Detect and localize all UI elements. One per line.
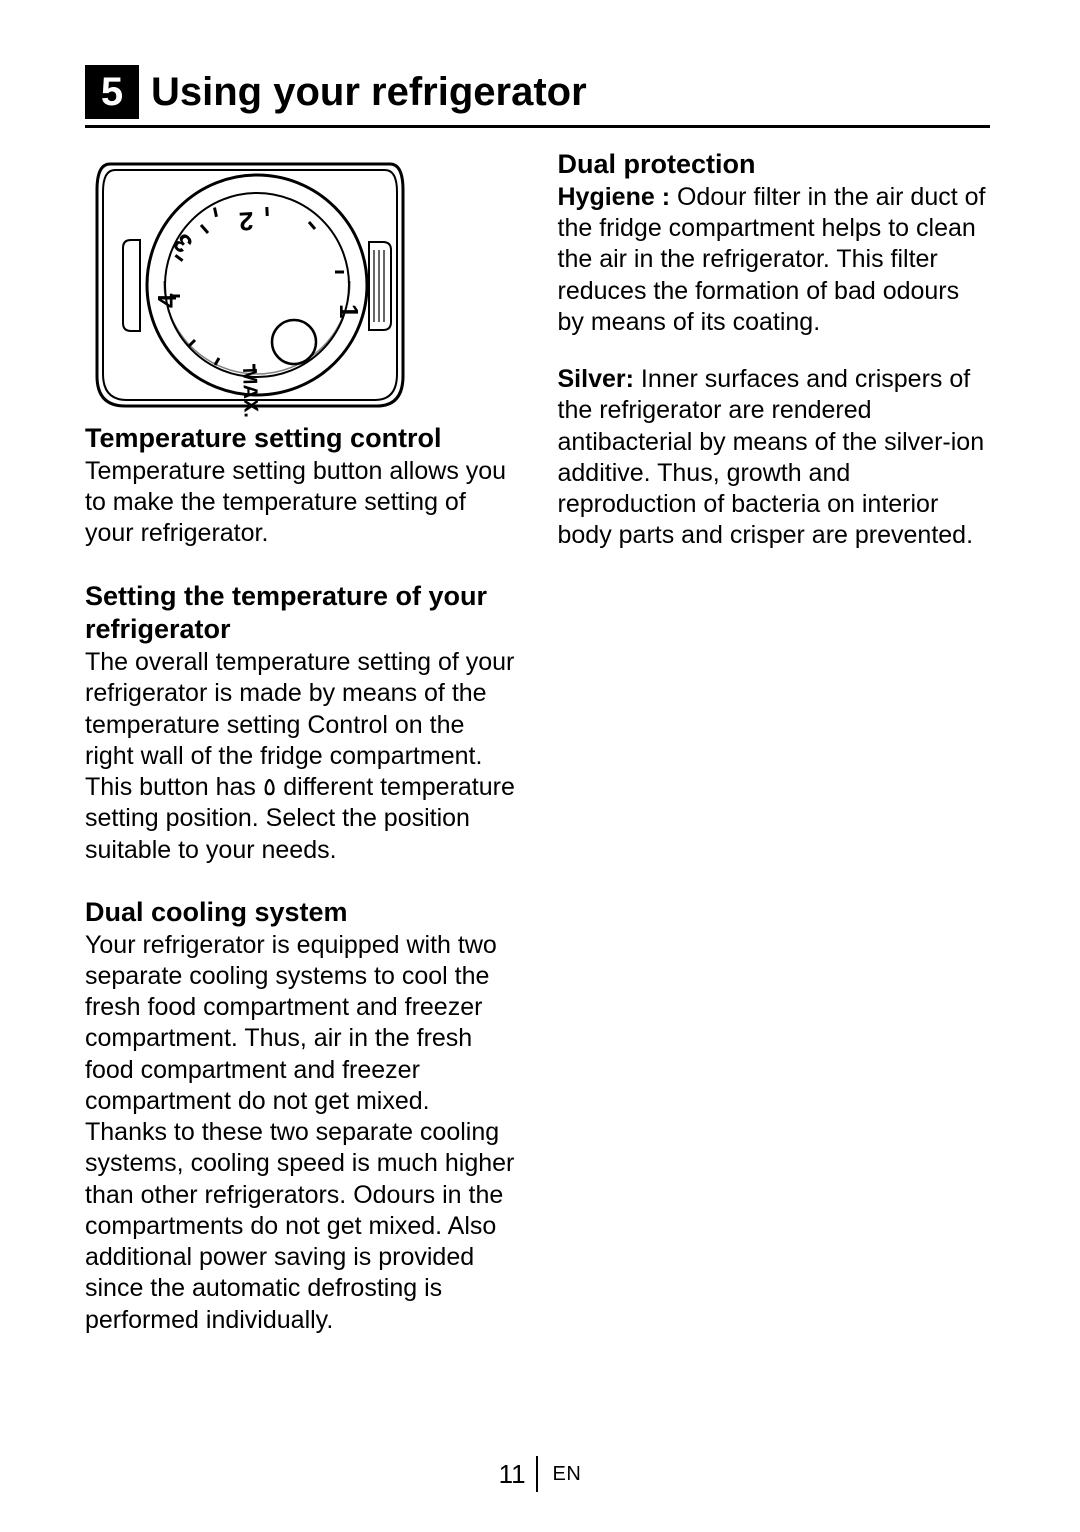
section-number-badge: 5 xyxy=(85,65,139,119)
body-setting-temp: The overall temperature setting of your … xyxy=(85,647,518,866)
label-hygiene: Hygiene : xyxy=(558,183,671,211)
para-hygiene: Hygiene : Odour filter in the air duct o… xyxy=(558,182,991,338)
content-columns: 1 2 3 4 MAX. Temperature se xyxy=(85,148,990,1336)
footer-divider xyxy=(536,1456,538,1492)
label-silver: Silver: xyxy=(558,365,634,393)
page-number: 11 xyxy=(499,1459,526,1490)
subhead-dual-cooling: Dual cooling system xyxy=(85,896,518,930)
page: 5 Using your refrigerator 1 2 3 xyxy=(0,0,1080,1532)
subhead-setting-temp: Setting the temperature of your refriger… xyxy=(85,580,518,648)
subhead-dual-protection: Dual protection xyxy=(558,148,991,182)
page-title-row: 5 Using your refrigerator xyxy=(85,65,990,128)
dial-label-1: 1 xyxy=(334,304,364,318)
page-language: EN xyxy=(553,1463,582,1486)
right-column: Dual protection Hygiene : Odour filter i… xyxy=(558,148,991,1336)
page-title: Using your refrigerator xyxy=(151,70,587,115)
temperature-dial-illustration: 1 2 3 4 MAX. xyxy=(85,148,415,418)
page-footer: 11 EN xyxy=(0,1456,1080,1492)
body-temp-control: Temperature setting button allows you to… xyxy=(85,456,518,550)
left-column: 1 2 3 4 MAX. Temperature se xyxy=(85,148,518,1336)
dial-label-max: MAX. xyxy=(238,367,262,418)
dial-label-2: 2 xyxy=(238,206,254,237)
subhead-temp-control: Temperature setting control xyxy=(85,422,518,456)
body-dual-cooling: Your refrigerator is equipped with two s… xyxy=(85,930,518,1336)
para-silver: Silver: Inner surfaces and crispers of t… xyxy=(558,364,991,552)
